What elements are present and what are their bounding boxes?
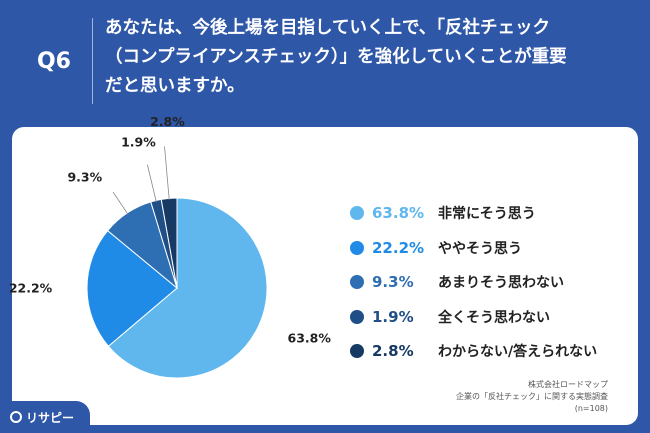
- legend-percent: 63.8%: [372, 204, 425, 223]
- pie-labels: 63.8% 22.2% 9.3% 1.9% 2.8%: [9, 114, 332, 346]
- legend-label: 全くそう思わない: [438, 309, 550, 326]
- header-divider: [92, 18, 93, 104]
- legend-swatch: [350, 344, 364, 359]
- source-survey: 企業の「反社チェック」に関する実態調査: [456, 392, 608, 401]
- legend-percent: 9.3%: [372, 273, 414, 292]
- pie-slice: [107, 197, 268, 379]
- legend-swatch: [350, 206, 364, 221]
- question-line: （コンプライアンスチェック）」を強化していくことが重要: [105, 47, 567, 67]
- legend-item: 63.8% 非常にそう思う: [350, 196, 597, 231]
- legend-item: 9.3% あまりそう思わない: [350, 265, 597, 300]
- legend-percent: 1.9%: [372, 307, 414, 326]
- pie-leader-lines: [112, 146, 170, 215]
- legend-item: 1.9% 全くそう思わない: [350, 300, 597, 335]
- source-company: 株式会社ロードマップ: [528, 380, 608, 389]
- question-number: Q6: [36, 48, 71, 74]
- logo-text: リサピー: [26, 410, 75, 425]
- header: Q6 あなたは、今後上場を目指していく上で、「反社チェック （コンプライアンスチ…: [0, 0, 650, 118]
- question-line: だと思いますか。: [105, 76, 245, 96]
- legend-percent: 22.2%: [372, 238, 425, 257]
- pie-label: 63.8%: [288, 330, 332, 345]
- legend-swatch: [350, 240, 364, 255]
- pie-label: 9.3%: [67, 170, 102, 185]
- logo-mark-icon: [10, 411, 22, 423]
- leader-line: [112, 191, 129, 215]
- legend-item: 2.8% わからない/答えられない: [350, 334, 597, 369]
- sample-size: (n=108): [574, 404, 608, 413]
- question-text: あなたは、今後上場を目指していく上で、「反社チェック （コンプライアンスチェック…: [105, 14, 640, 101]
- pie-label: 22.2%: [9, 281, 53, 296]
- legend-label: ややそう思う: [438, 240, 522, 257]
- legend-item: 22.2% ややそう思う: [350, 231, 597, 266]
- legend-label: 非常にそう思う: [438, 206, 536, 223]
- source-note: 株式会社ロードマップ 企業の「反社チェック」に関する実態調査 (n=108): [456, 379, 608, 415]
- legend-label: わからない/答えられない: [438, 344, 598, 361]
- pie-label: 1.9%: [121, 134, 156, 149]
- pie-label: 2.8%: [150, 114, 185, 129]
- leader-line: [164, 146, 170, 201]
- brand-logo: リサピー: [0, 401, 90, 433]
- legend-swatch: [350, 309, 364, 324]
- pie-slice: [86, 229, 178, 347]
- legend-label: あまりそう思わない: [438, 275, 564, 292]
- legend-swatch: [350, 275, 364, 290]
- legend-percent: 2.8%: [372, 342, 414, 361]
- question-line: あなたは、今後上場を目指していく上で、「反社チェック: [105, 18, 551, 38]
- leader-line: [146, 164, 157, 203]
- pie-slices: [86, 197, 268, 379]
- legend: 63.8% 非常にそう思う 22.2% ややそう思う 9.3% あまりそう思わな…: [350, 196, 597, 369]
